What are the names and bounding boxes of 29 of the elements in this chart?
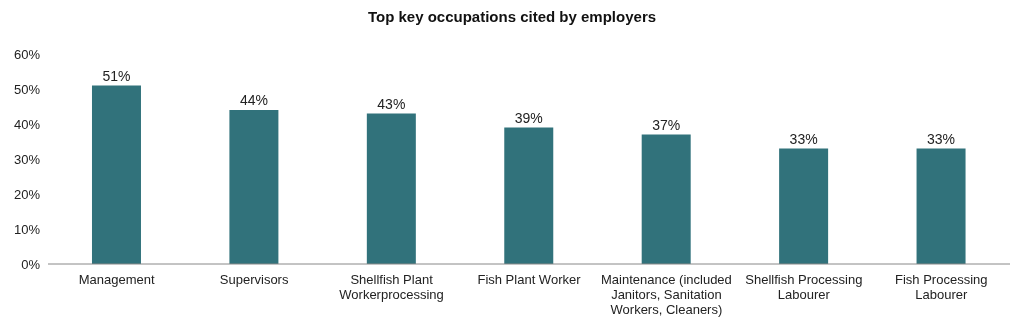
- x-tick-label: Management: [78, 272, 156, 287]
- x-tick-label: Fish Processing Labourer: [895, 272, 988, 302]
- bar: [779, 148, 829, 264]
- data-label: 33%: [927, 130, 956, 147]
- chart-title: Top key occupations cited by employers: [366, 8, 658, 26]
- bar: [641, 134, 691, 264]
- bar: [366, 113, 416, 264]
- bar: [504, 127, 554, 264]
- x-tick-label: Supervisors: [219, 272, 289, 287]
- y-tick-label: 30%: [13, 151, 41, 167]
- data-label: 51%: [102, 67, 131, 84]
- y-tick-label: 10%: [13, 221, 41, 237]
- data-label: 44%: [239, 92, 268, 108]
- y-tick-label: 20%: [13, 186, 41, 202]
- x-tick-label: Shellfish Processing Labourer: [745, 272, 863, 302]
- data-label: 37%: [652, 116, 681, 133]
- y-tick-label: 50%: [13, 81, 41, 97]
- y-tick-label: 0%: [21, 256, 41, 272]
- y-tick-label: 60%: [13, 46, 41, 62]
- y-tick-label: 40%: [13, 116, 41, 132]
- bar: [91, 85, 141, 264]
- bar: [916, 148, 966, 264]
- bar: [229, 110, 279, 264]
- x-tick-label: Maintenance (included Janitors, Sanitation Workers, Cleaners): [601, 272, 732, 317]
- x-tick-label: Shellfish Plant Workerprocessing: [339, 272, 444, 302]
- data-label: 43%: [377, 95, 406, 112]
- data-label: 33%: [789, 130, 818, 147]
- data-label: 39%: [514, 109, 543, 126]
- x-tick-label: Fish Plant Worker: [477, 272, 582, 287]
